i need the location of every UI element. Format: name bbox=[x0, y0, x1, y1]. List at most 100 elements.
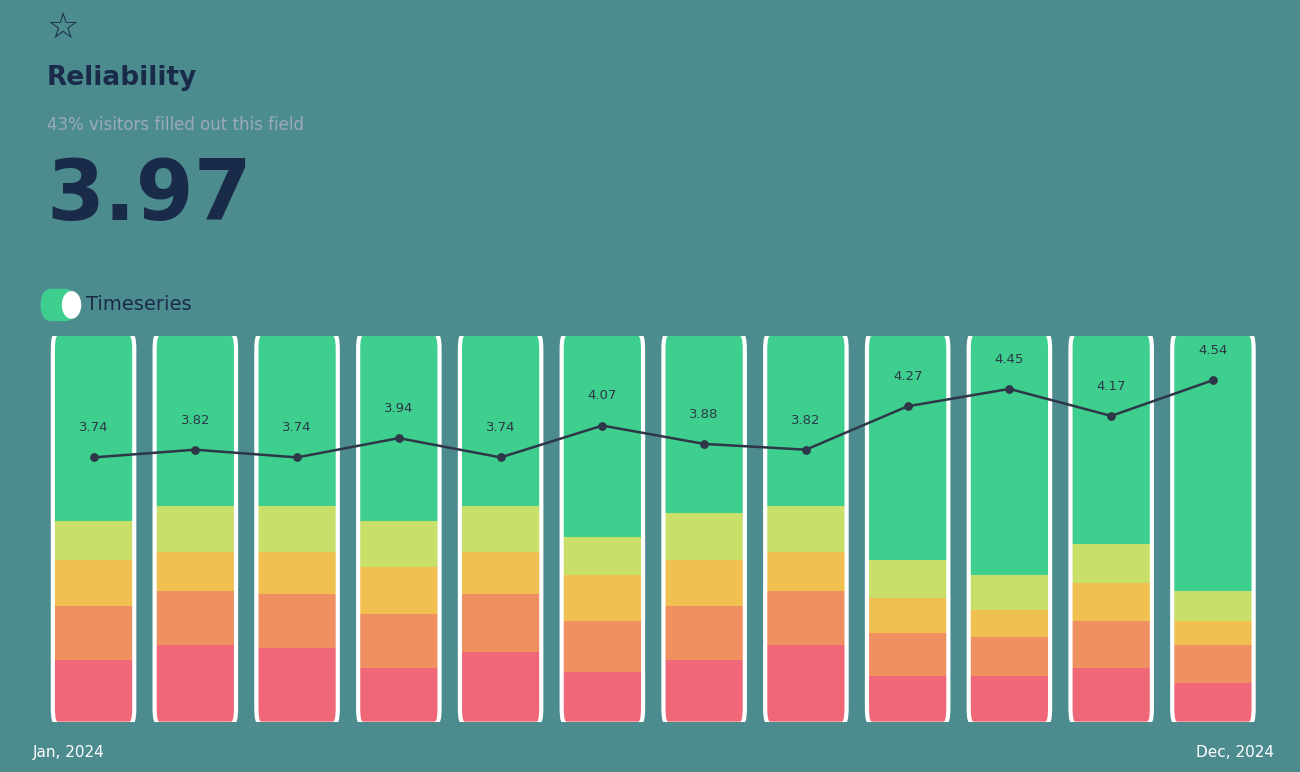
FancyBboxPatch shape bbox=[1071, 583, 1150, 621]
FancyBboxPatch shape bbox=[359, 336, 438, 521]
FancyBboxPatch shape bbox=[970, 637, 1049, 676]
Text: Timeseries: Timeseries bbox=[86, 296, 192, 314]
FancyBboxPatch shape bbox=[156, 336, 235, 506]
FancyBboxPatch shape bbox=[970, 575, 1049, 610]
FancyBboxPatch shape bbox=[1070, 334, 1152, 724]
Point bbox=[796, 443, 816, 455]
FancyBboxPatch shape bbox=[868, 336, 948, 560]
Text: 4.07: 4.07 bbox=[588, 389, 618, 402]
FancyBboxPatch shape bbox=[968, 334, 1050, 724]
FancyBboxPatch shape bbox=[563, 621, 642, 672]
FancyBboxPatch shape bbox=[664, 560, 744, 606]
Point bbox=[998, 383, 1019, 395]
FancyBboxPatch shape bbox=[1071, 621, 1150, 668]
FancyBboxPatch shape bbox=[664, 336, 744, 513]
FancyBboxPatch shape bbox=[563, 672, 642, 722]
FancyBboxPatch shape bbox=[1174, 683, 1253, 722]
FancyBboxPatch shape bbox=[53, 560, 133, 606]
FancyBboxPatch shape bbox=[563, 537, 642, 575]
Text: Dec, 2024: Dec, 2024 bbox=[1196, 746, 1274, 760]
FancyBboxPatch shape bbox=[563, 336, 642, 537]
FancyBboxPatch shape bbox=[766, 552, 845, 591]
FancyBboxPatch shape bbox=[766, 591, 845, 645]
FancyBboxPatch shape bbox=[563, 575, 642, 621]
Circle shape bbox=[62, 291, 81, 319]
FancyBboxPatch shape bbox=[867, 334, 949, 724]
FancyBboxPatch shape bbox=[766, 506, 845, 552]
Point bbox=[1202, 374, 1223, 387]
FancyBboxPatch shape bbox=[53, 660, 133, 722]
FancyBboxPatch shape bbox=[462, 652, 541, 722]
FancyBboxPatch shape bbox=[868, 676, 948, 722]
Text: Jan, 2024: Jan, 2024 bbox=[32, 746, 104, 760]
Point bbox=[287, 451, 308, 463]
FancyBboxPatch shape bbox=[868, 633, 948, 676]
FancyBboxPatch shape bbox=[664, 606, 744, 660]
Text: 3.82: 3.82 bbox=[792, 414, 820, 427]
FancyBboxPatch shape bbox=[257, 594, 337, 648]
FancyBboxPatch shape bbox=[868, 598, 948, 633]
Text: Reliability: Reliability bbox=[47, 65, 198, 91]
FancyBboxPatch shape bbox=[256, 334, 338, 724]
FancyBboxPatch shape bbox=[562, 334, 644, 724]
FancyBboxPatch shape bbox=[462, 552, 541, 594]
FancyBboxPatch shape bbox=[156, 591, 235, 645]
Text: 4.54: 4.54 bbox=[1199, 344, 1227, 357]
Text: 3.97: 3.97 bbox=[47, 156, 252, 237]
FancyBboxPatch shape bbox=[359, 668, 438, 722]
FancyBboxPatch shape bbox=[53, 336, 133, 521]
Point bbox=[83, 451, 104, 463]
FancyBboxPatch shape bbox=[664, 513, 744, 560]
FancyBboxPatch shape bbox=[462, 594, 541, 652]
FancyBboxPatch shape bbox=[156, 552, 235, 591]
FancyBboxPatch shape bbox=[664, 660, 744, 722]
FancyBboxPatch shape bbox=[40, 289, 77, 321]
FancyBboxPatch shape bbox=[53, 606, 133, 660]
Point bbox=[592, 419, 612, 432]
FancyBboxPatch shape bbox=[1173, 334, 1253, 724]
FancyBboxPatch shape bbox=[766, 336, 845, 506]
FancyBboxPatch shape bbox=[257, 336, 337, 506]
Text: ☆: ☆ bbox=[47, 11, 79, 45]
Text: 43% visitors filled out this field: 43% visitors filled out this field bbox=[47, 117, 304, 134]
FancyBboxPatch shape bbox=[462, 506, 541, 552]
Text: 3.74: 3.74 bbox=[282, 422, 312, 434]
FancyBboxPatch shape bbox=[460, 334, 541, 724]
FancyBboxPatch shape bbox=[766, 334, 846, 724]
FancyBboxPatch shape bbox=[53, 334, 134, 724]
Point bbox=[694, 438, 715, 450]
Point bbox=[389, 432, 410, 445]
FancyBboxPatch shape bbox=[1174, 591, 1253, 621]
FancyBboxPatch shape bbox=[257, 506, 337, 552]
FancyBboxPatch shape bbox=[868, 560, 948, 598]
FancyBboxPatch shape bbox=[156, 506, 235, 552]
FancyBboxPatch shape bbox=[257, 648, 337, 722]
FancyBboxPatch shape bbox=[663, 334, 745, 724]
FancyBboxPatch shape bbox=[1174, 621, 1253, 645]
Text: 4.45: 4.45 bbox=[994, 353, 1024, 366]
FancyBboxPatch shape bbox=[970, 676, 1049, 722]
FancyBboxPatch shape bbox=[1174, 645, 1253, 683]
FancyBboxPatch shape bbox=[359, 567, 438, 614]
FancyBboxPatch shape bbox=[257, 552, 337, 594]
Text: 3.82: 3.82 bbox=[181, 414, 211, 427]
FancyBboxPatch shape bbox=[53, 521, 133, 560]
FancyBboxPatch shape bbox=[358, 334, 439, 724]
Text: 3.74: 3.74 bbox=[79, 422, 108, 434]
FancyBboxPatch shape bbox=[462, 336, 541, 506]
FancyBboxPatch shape bbox=[1071, 544, 1150, 583]
FancyBboxPatch shape bbox=[359, 614, 438, 668]
FancyBboxPatch shape bbox=[359, 521, 438, 567]
Point bbox=[897, 400, 918, 412]
FancyBboxPatch shape bbox=[155, 334, 237, 724]
FancyBboxPatch shape bbox=[766, 645, 845, 722]
FancyBboxPatch shape bbox=[156, 645, 235, 722]
Point bbox=[490, 451, 511, 463]
FancyBboxPatch shape bbox=[970, 336, 1049, 575]
Text: 4.17: 4.17 bbox=[1096, 380, 1126, 393]
FancyBboxPatch shape bbox=[1071, 668, 1150, 722]
Point bbox=[185, 443, 205, 455]
Text: 3.74: 3.74 bbox=[486, 422, 515, 434]
Point bbox=[1101, 410, 1122, 422]
FancyBboxPatch shape bbox=[1071, 336, 1150, 544]
